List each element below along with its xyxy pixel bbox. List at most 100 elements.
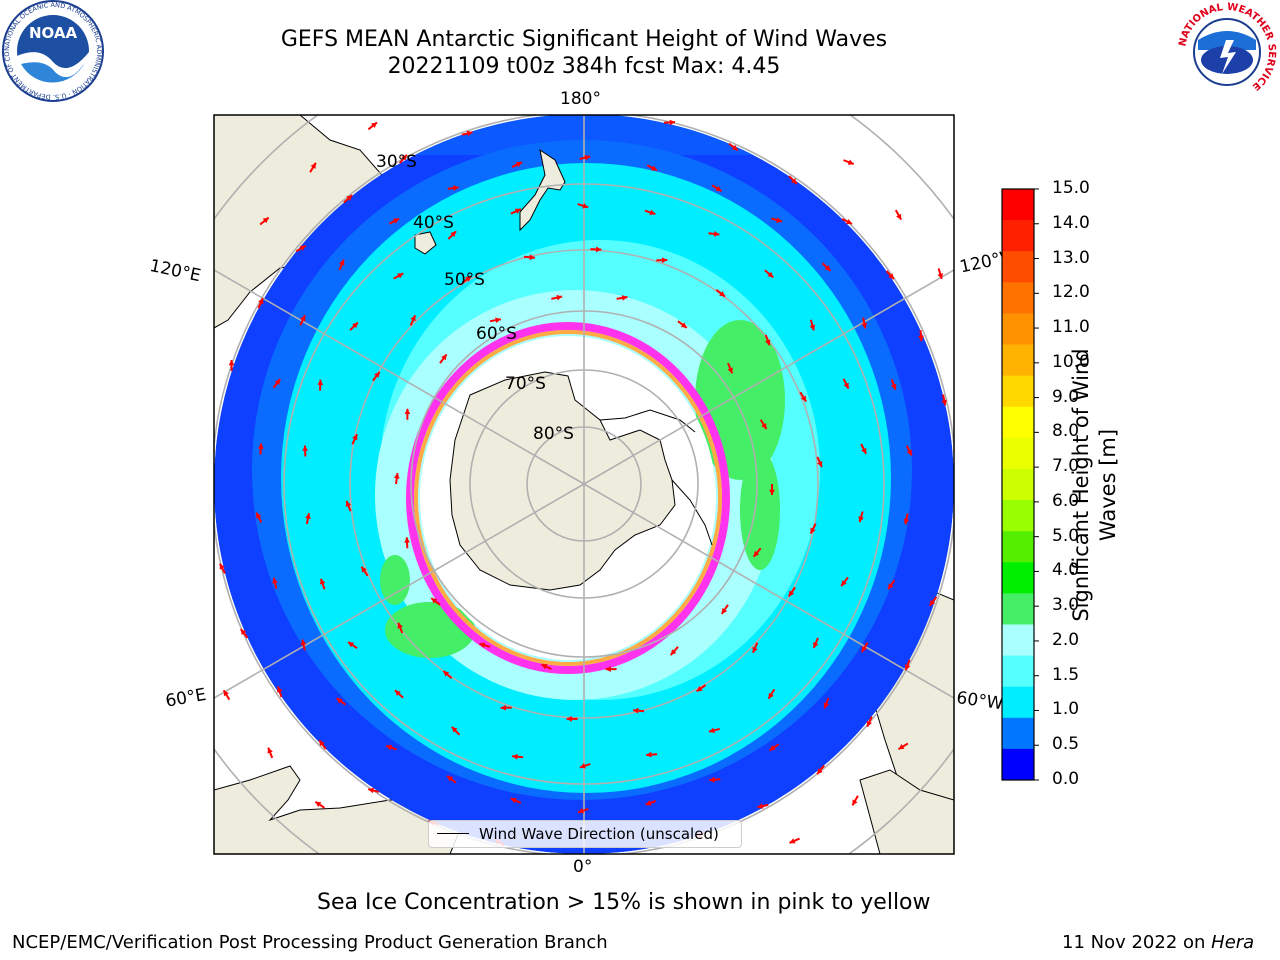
wave-arrow-head — [789, 838, 796, 844]
wave-arrow-head — [315, 801, 322, 808]
map-frame — [213, 114, 955, 855]
wave-arrow-head — [757, 803, 764, 809]
colorbar-tick-label: 1.5 — [1052, 664, 1080, 685]
wave-arrow-head — [709, 776, 715, 783]
wave-arrow-head — [937, 273, 944, 279]
wave-arrow-head — [450, 231, 457, 238]
wave-arrow-head — [788, 590, 795, 597]
wave-arrow-head — [371, 122, 377, 129]
wave-arrow-head — [752, 646, 758, 653]
wave-arrow-head — [529, 254, 535, 261]
wave-arrow-head — [256, 512, 262, 519]
wave-arrow-head — [368, 787, 375, 794]
colorbar-segment — [1002, 220, 1034, 252]
wave-arrow-head — [824, 265, 831, 271]
wave-arrow-head — [410, 315, 416, 322]
wave-arrow-head — [401, 154, 407, 161]
wave-arrow-head — [394, 690, 401, 696]
wave-arrow-head — [680, 322, 687, 328]
antarctica-land — [449, 371, 676, 591]
wave-arrow-head — [727, 367, 733, 374]
wave-arrow-head — [302, 445, 308, 451]
colorbar-tick-label: 13.0 — [1052, 247, 1090, 268]
colorbar-segment — [1002, 313, 1034, 346]
wave-arrow-head — [466, 130, 473, 137]
wave-arrow-head — [769, 745, 776, 751]
lat-label-50s: 50°S — [444, 270, 485, 290]
chart-title: GEFS MEAN Antarctic Significant Height o… — [280, 27, 888, 52]
wave-arrow-head — [753, 550, 760, 557]
colorbar-tick-label: 1.0 — [1052, 699, 1080, 720]
wave-arrow-head — [768, 692, 774, 699]
wave-arrow-head — [582, 203, 589, 209]
lon-label-180: 180° — [560, 89, 601, 109]
wave-arrow-head — [846, 218, 853, 225]
colorbar-tick-label: 14.0 — [1052, 212, 1090, 233]
wave-arrow-head — [404, 537, 410, 543]
wave-arrow-head — [858, 516, 864, 523]
wave-arrow-head — [479, 642, 486, 649]
wave-arrow-head — [791, 178, 797, 184]
footer-date: 11 Nov 2022 on — [1062, 932, 1212, 953]
colorbar — [1001, 188, 1039, 781]
lat-label-60s: 60°S — [476, 324, 517, 344]
wave-arrow-head — [397, 622, 403, 629]
legend-line-icon — [437, 833, 469, 834]
wave-arrow-head — [319, 578, 326, 585]
colorbar-label: Significant Height of Wind Waves [m] — [1068, 335, 1122, 635]
wave-arrow-head — [319, 740, 325, 747]
wave-arrow-head — [646, 751, 652, 758]
wave-arrow-head — [514, 208, 521, 214]
colorbar-segment — [1002, 468, 1034, 501]
colorbar-segment — [1002, 717, 1034, 750]
wave-arrow-head — [918, 335, 924, 342]
wave-arrow-head — [336, 698, 343, 704]
wave-arrow-head — [929, 599, 936, 606]
colorbar-label-line1: Significant Height of Wind — [1069, 348, 1093, 622]
noaa-logo: NATIONAL OCEANIC AND ATMOSPHERIC ADMINIS… — [0, 0, 104, 102]
colorbar-segment — [1002, 282, 1034, 314]
wave-arrow-head — [731, 144, 738, 151]
colorbar-tick-label: 3.0 — [1052, 595, 1080, 616]
wave-arrow-head — [861, 645, 868, 652]
wave-arrow-head — [776, 217, 783, 223]
wave-arrow-head — [761, 423, 767, 430]
colorbar-tick-label: 10.0 — [1052, 351, 1090, 372]
wave-arrow-head — [898, 744, 905, 750]
wave-arrow-head — [262, 217, 269, 224]
wave-arrow-head — [495, 317, 501, 324]
colorbar-tick-label: 9.0 — [1052, 386, 1080, 407]
wave-arrow-head — [339, 259, 345, 266]
wave-arrow-head — [769, 489, 775, 495]
colorbar-tick-label: 2.0 — [1052, 629, 1080, 650]
map-legend: Wind Wave Direction (unscaled) — [428, 820, 742, 848]
wave-arrow-head — [633, 707, 639, 714]
wave-arrow-head — [566, 716, 572, 722]
wave-arrow-head — [890, 383, 897, 390]
wave-arrow-head — [696, 685, 703, 692]
wave-arrow-head — [715, 185, 722, 192]
wave-arrow-head — [843, 382, 849, 389]
wave-arrow-head — [352, 434, 358, 441]
wave-arrow-head — [709, 727, 715, 734]
footer-left: NCEP/EMC/Verification Post Processing Pr… — [12, 932, 608, 953]
wave-arrow-head — [669, 119, 676, 126]
wave-arrow-head — [258, 298, 264, 305]
wave-arrow-head — [605, 666, 611, 673]
colorbar-segment — [1002, 655, 1034, 688]
wave-arrow-head — [861, 447, 867, 454]
wave-arrow-head — [274, 379, 281, 385]
wave-arrow-head — [305, 513, 311, 519]
lat-label-40s: 40°S — [413, 213, 454, 233]
colorbar-segment — [1002, 500, 1034, 532]
colorbar-tick-label: 6.0 — [1052, 490, 1080, 511]
wave-arrow-head — [361, 566, 367, 573]
wave-arrow-head — [346, 195, 353, 201]
wave-arrow-head — [317, 379, 324, 386]
wave-arrow-head — [272, 577, 278, 584]
wave-arrow-head — [310, 162, 316, 169]
chart-subtitle: 20221109 t00z 384h fcst Max: 4.45 — [387, 54, 781, 79]
legend-label: Wind Wave Direction (unscaled) — [479, 825, 719, 843]
wave-arrow-head — [813, 642, 819, 648]
wave-arrow-head — [823, 702, 830, 709]
